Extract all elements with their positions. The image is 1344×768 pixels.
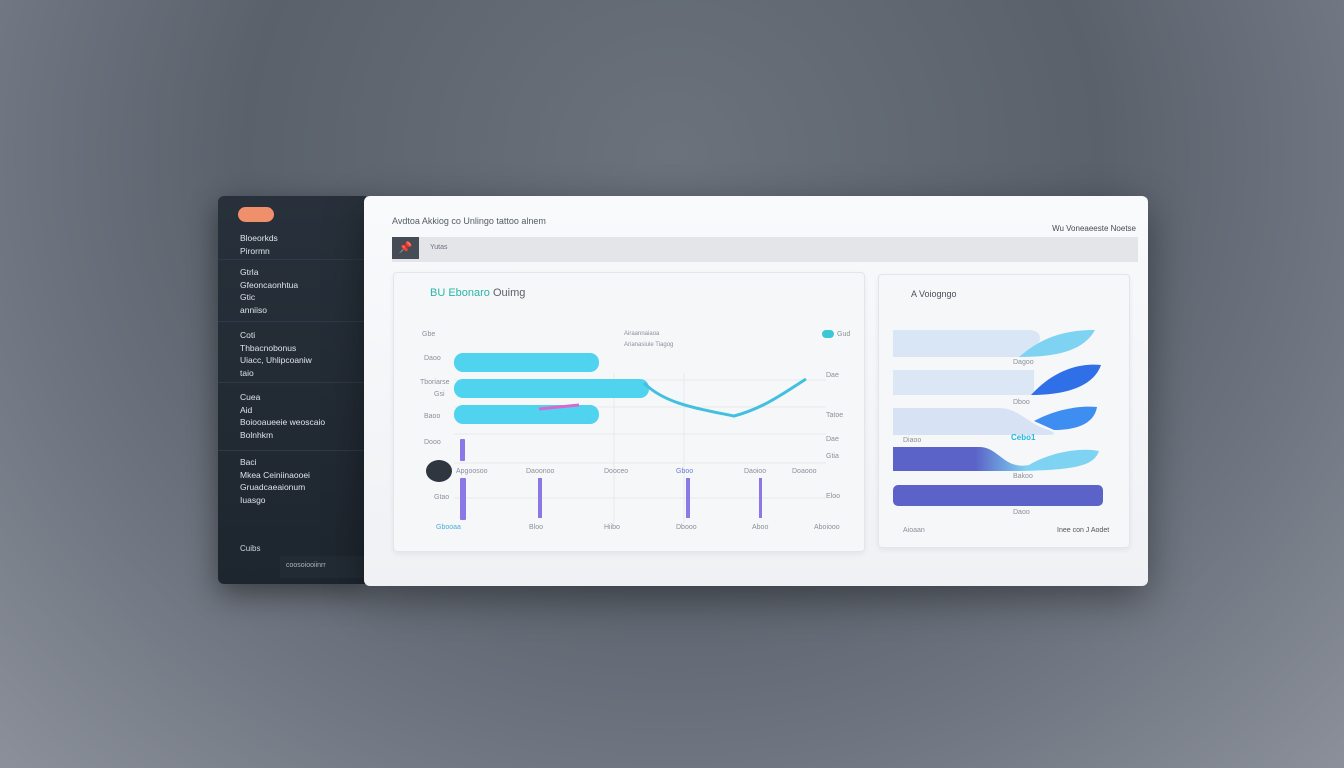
x-axis-label: Dbooo [676,524,697,531]
header-right-link[interactable]: Wu Voneaeeste Noetse [1052,224,1136,233]
card-title: A Voiogngo [911,289,957,299]
row-label: Dagoo [1013,359,1034,366]
row-label: Dboo [1013,399,1030,406]
pin-icon[interactable]: 📌 [392,237,419,259]
pink-line [538,403,580,411]
chart-canvas [454,353,826,523]
vertical-bar [686,478,690,518]
y-axis-label-right: Dae [826,372,839,379]
x-axis-label: Doaooo [792,468,817,475]
legend-swatch[interactable] [822,330,834,338]
sidebar-item[interactable]: Iuasgo [240,494,266,505]
flow-band [893,330,1040,357]
y-axis-label: Daoo [424,355,441,362]
sidebar-item[interactable]: Coti [240,330,256,340]
sidebar-item[interactable]: Gtic [240,292,256,302]
flow-card: A Voiogngo Dagoo Dboo Diaoo Cebo1 Bakoo … [878,274,1130,548]
sidebar-item[interactable]: Mkea Ceiniinaooei [240,469,310,480]
sidebar-item[interactable]: Pirormn [240,245,270,256]
sidebar-item[interactable]: Cuea [240,392,261,402]
flow-chart [893,330,1103,506]
x-axis-label: Aboo [752,524,769,531]
flow-band [1031,364,1101,395]
chart-note: Arianasiuie Tiagog [624,342,674,348]
trend-line [642,377,807,418]
flow-band [893,408,1055,435]
sidebar-pill-button[interactable] [238,207,274,222]
vertical-bar [538,478,542,518]
chart-note: Airaannaiaoa [624,331,660,337]
x-axis-label: Gbooaa [436,524,461,531]
x-axis-label: Daoioo [744,468,767,475]
y-axis-label-right: Dae [826,436,839,443]
sidebar-item[interactable]: Bloeorkds [240,233,278,243]
x-axis-label: Aboiooo [814,524,840,531]
flow-bar [893,485,1103,506]
x-axis-label: Gboo [676,468,694,475]
x-axis-label: Dooceo [604,468,629,475]
y-axis-label: Tboriarse [420,379,450,386]
bar [454,379,649,398]
x-axis-label: Bloo [529,524,544,531]
sidebar-group: Baci Mkea Ceiniinaooei Gruadcaeaionum Iu… [218,456,366,512]
row-label: Diaoo [903,437,922,444]
sidebar-item[interactable]: Gfeoncaonhtua [240,279,299,290]
sidebar-item[interactable]: Thbacnobonus [240,342,297,353]
card-title-accent: BU Ebonaro [430,287,490,299]
row-label: Bakoo [1013,473,1033,480]
sidebar-group[interactable]: Bloeorkds Pirormn [218,232,366,260]
sidebar-item[interactable]: Bolnhkm [240,429,274,440]
vertical-bar [460,439,465,461]
footer-right-link[interactable]: Inee con J Aodet [1057,527,1110,534]
row-label: Daoo [1013,509,1030,516]
sidebar-group: Gtrla Gfeoncaonhtua Gtic anniiso [218,266,366,322]
y-axis-label-right: Eloo [826,493,841,500]
sidebar-group: Cuea Aid Boiooaueeie weoscaio Bolnhkm [218,391,366,451]
flow-band [893,370,1034,395]
sidebar-item[interactable]: Aid [240,404,253,415]
legend-label: Gud [837,331,851,338]
flow-band [893,447,1099,471]
y-axis-label: Gtao [434,494,450,501]
highlight-label: Cebo1 [1011,433,1036,442]
x-axis-label: Daoonoo [526,468,555,475]
card-title-rest: Ouimg [493,287,526,299]
card-title: BU Ebonaro Ouimg [430,287,525,299]
flow-band [1034,406,1097,430]
sidebar-item[interactable]: Baci [240,457,257,467]
flow-band [1019,330,1095,357]
y-axis-label: Gsi [434,391,445,398]
main-window: Avdtoa Akkiog co Unlingo tattoo alnem Wu… [364,196,1148,586]
vertical-bar [759,478,762,518]
sidebar-item[interactable]: taio [240,367,254,378]
sidebar-item[interactable]: Boiooaueeie weoscaio [240,417,326,427]
x-axis-label: Apgoosoo [456,468,488,475]
sidebar-footer[interactable]: Cuibs [240,544,261,553]
toolbar-label: Yutas [430,244,448,251]
vertical-bar [460,478,466,520]
toolbar: 📌 Yutas [392,237,1138,262]
sidebar-item[interactable]: Uiacc, Uhlipcoaniw [240,355,312,365]
y-axis-label-right: Gtia [826,453,839,460]
y-axis-label-right: Tatoe [826,412,844,419]
legend-label: Gbe [422,331,436,338]
bar [454,353,599,372]
sidebar: Bloeorkds Pirormn Gtrla Gfeoncaonhtua Gt… [218,196,366,584]
y-axis-label: Baoo [424,413,441,420]
sidebar-item[interactable]: Gruadcaeaionum [240,482,306,492]
window-title: Avdtoa Akkiog co Unlingo tattoo alnem [392,216,546,226]
sidebar-bottom-link[interactable]: coosoiooiinrr [280,556,366,578]
bar [454,405,599,424]
y-axis-label: Dooo [424,439,441,446]
sidebar-item[interactable]: anniiso [240,304,267,315]
chart-card: BU Ebonaro Ouimg Gbe Airaannaiaoa Ariana… [393,272,865,552]
footer-left: Aioaan [903,527,925,534]
x-axis-label: Hiibo [604,524,620,531]
sidebar-item[interactable]: Gtrla [240,267,259,277]
avatar[interactable] [426,460,452,482]
sidebar-group: Coti Thbacnobonus Uiacc, Uhlipcoaniw tai… [218,329,366,383]
